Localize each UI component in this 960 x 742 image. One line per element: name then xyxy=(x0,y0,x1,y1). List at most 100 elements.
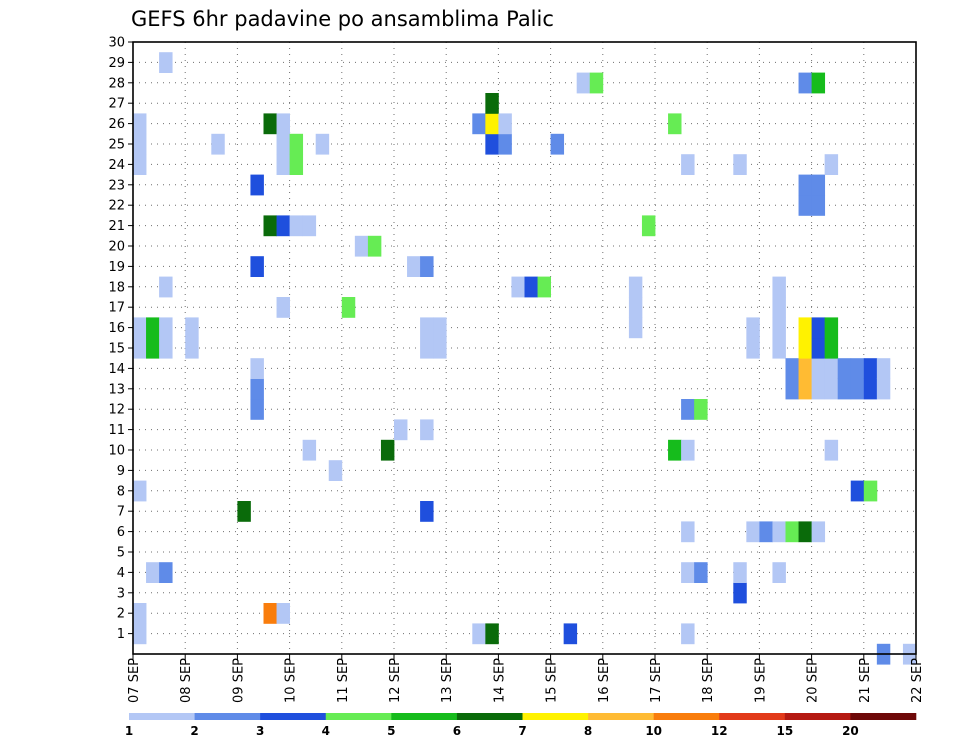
precip-cell xyxy=(537,276,551,298)
precip-cell xyxy=(863,480,878,502)
precip-cell xyxy=(811,521,826,543)
precip-cell xyxy=(785,521,799,543)
y-tick-label: 23 xyxy=(108,178,125,193)
x-axis: 07 SEP 08 SEP 09 SEP 10 SEP 11 SEP 12 SEP 13 S… xyxy=(127,654,925,703)
precip-cell xyxy=(863,378,878,400)
y-tick-label: 30 xyxy=(108,36,125,51)
precip-cell xyxy=(133,337,147,359)
y-tick-label: 10 xyxy=(108,444,125,459)
colorbar-swatch xyxy=(325,713,392,720)
colorbar-swatch xyxy=(784,713,851,720)
precip-cell xyxy=(250,358,264,379)
y-tick-label: 9 xyxy=(117,464,125,479)
precip-cell xyxy=(485,133,499,155)
y-tick-label: 29 xyxy=(108,56,125,71)
y-axis: 1234567891011121314151617181920212223242… xyxy=(108,36,133,642)
precip-cell xyxy=(563,623,578,645)
precip-cell xyxy=(315,133,330,155)
x-tick-label: 17 SEP xyxy=(649,658,664,703)
y-tick-label: 15 xyxy=(108,342,125,357)
colorbar-label: 20 xyxy=(842,724,859,738)
precip-cell xyxy=(420,256,434,277)
colorbar-swatch xyxy=(653,713,720,720)
colorbar-swatch xyxy=(391,713,458,720)
y-tick-label: 28 xyxy=(108,76,125,91)
precip-cell xyxy=(133,154,147,175)
precip-cell xyxy=(472,113,486,135)
x-tick-label: 22 SEP xyxy=(910,658,925,703)
precip-cell xyxy=(133,623,147,645)
precip-cell xyxy=(798,358,812,379)
y-tick-label: 21 xyxy=(108,219,125,234)
precip-cell xyxy=(589,72,604,94)
precip-cell xyxy=(133,603,147,624)
precip-cell xyxy=(159,562,173,583)
precip-cell xyxy=(485,113,499,135)
x-tick-label: 07 SEP xyxy=(127,658,142,703)
y-tick-label: 6 xyxy=(117,525,125,540)
precip-cell xyxy=(159,276,173,298)
precip-cell xyxy=(498,113,512,135)
precip-cell xyxy=(276,113,290,135)
precip-cell xyxy=(811,174,826,196)
precip-cell xyxy=(289,133,304,155)
precip-cell xyxy=(798,317,812,339)
precip-cell xyxy=(811,358,826,379)
precip-cell xyxy=(824,439,839,461)
precip-cell xyxy=(681,399,695,420)
precip-cell xyxy=(876,378,891,400)
precip-cell xyxy=(811,72,826,94)
precip-cell xyxy=(824,337,839,359)
precip-cell xyxy=(420,419,434,441)
precip-cell xyxy=(863,358,878,379)
precip-cell xyxy=(668,439,682,461)
y-tick-label: 3 xyxy=(117,586,125,601)
precip-cell xyxy=(133,480,147,502)
precip-cell xyxy=(798,378,812,400)
colorbar-label: 4 xyxy=(322,724,330,738)
y-tick-label: 26 xyxy=(108,117,125,132)
precip-cell xyxy=(433,337,447,359)
y-tick-label: 14 xyxy=(108,362,125,377)
precip-cell xyxy=(276,215,290,237)
colorbar-legend: 1 2 3 4 5 6 7 8 10 12 15 20 xyxy=(125,713,917,738)
precip-cell xyxy=(263,215,277,237)
colorbar-label: 12 xyxy=(711,724,728,738)
precip-cell xyxy=(159,317,173,339)
precip-cell xyxy=(798,195,812,216)
precip-cell xyxy=(772,337,786,359)
precip-cell xyxy=(837,358,852,379)
precip-cell xyxy=(576,72,591,94)
y-tick-label: 24 xyxy=(108,158,125,173)
precip-cell xyxy=(237,501,251,522)
precip-cell xyxy=(146,337,160,359)
precip-cell xyxy=(263,113,277,135)
precip-cell xyxy=(485,623,499,645)
precip-cell xyxy=(420,501,434,522)
x-tick-label: 16 SEP xyxy=(597,658,612,703)
y-tick-label: 27 xyxy=(108,97,125,112)
precipitation-cells xyxy=(133,52,917,665)
y-tick-label: 18 xyxy=(108,280,125,295)
precip-cell xyxy=(772,562,786,583)
x-tick-label: 11 SEP xyxy=(336,658,351,703)
precip-cell xyxy=(367,235,382,257)
precip-cell xyxy=(681,562,695,583)
precip-cell xyxy=(211,133,225,155)
colorbar-label: 3 xyxy=(256,724,264,738)
precip-cell xyxy=(772,297,786,318)
precip-cell xyxy=(420,337,434,359)
precip-cell xyxy=(498,133,512,155)
precip-cell xyxy=(133,133,147,155)
precip-cell xyxy=(550,133,565,155)
precip-cell xyxy=(785,378,799,400)
precip-cell xyxy=(850,358,865,379)
precip-cell xyxy=(811,378,826,400)
colorbar-label: 8 xyxy=(584,724,592,738)
precip-cell xyxy=(302,215,317,237)
precip-cell xyxy=(733,582,747,604)
y-tick-label: 1 xyxy=(117,627,125,642)
colorbar-swatch xyxy=(456,713,523,720)
y-tick-label: 4 xyxy=(117,566,125,581)
precip-cell xyxy=(276,603,290,624)
